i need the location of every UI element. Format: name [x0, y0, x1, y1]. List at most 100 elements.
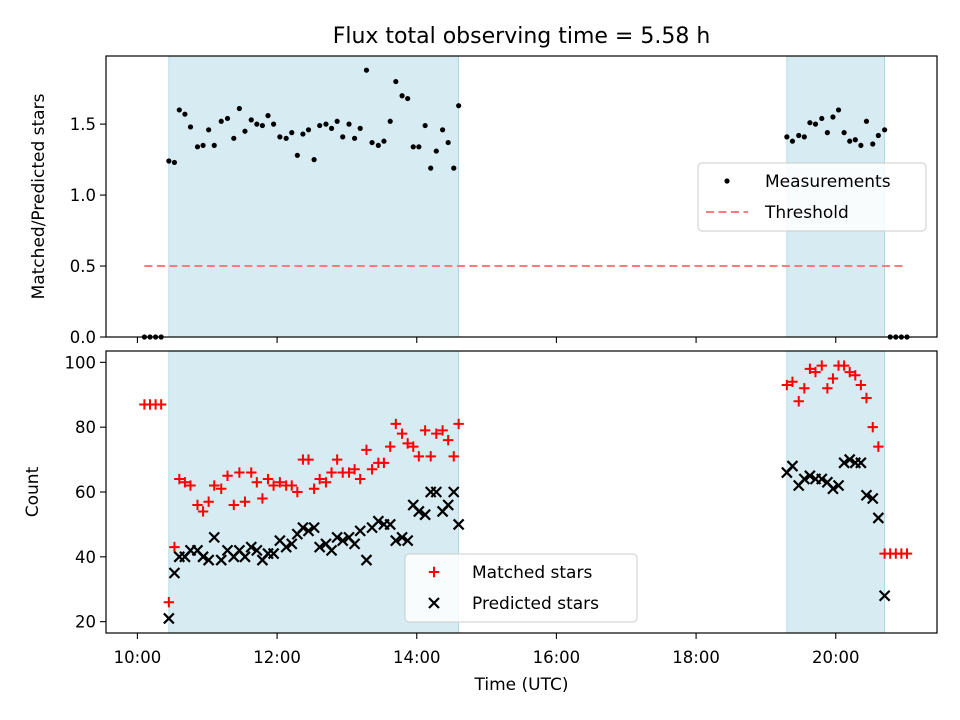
data-point	[348, 538, 361, 550]
data-point	[248, 117, 254, 123]
data-point	[294, 152, 300, 158]
data-point	[784, 134, 790, 140]
legend-box	[697, 162, 927, 232]
data-point	[816, 360, 827, 371]
data-point	[343, 467, 355, 478]
data-point	[242, 128, 248, 134]
data-point	[838, 457, 850, 469]
y-tick-label: 80	[75, 418, 96, 437]
data-point	[827, 373, 839, 384]
data-point	[268, 480, 279, 491]
data-point	[166, 158, 172, 164]
x-tick-label: 20:00	[812, 648, 860, 667]
data-point	[185, 480, 196, 491]
data-point	[174, 473, 185, 485]
y-tick-label: 1.0	[70, 186, 96, 205]
data-point	[206, 127, 212, 133]
top-legend: Measurements Threshold	[697, 162, 927, 232]
data-point	[280, 541, 292, 553]
data-point	[192, 499, 203, 511]
data-point	[209, 480, 220, 491]
data-point	[194, 144, 201, 150]
data-point	[835, 107, 842, 113]
data-point	[431, 428, 442, 439]
data-point	[838, 360, 850, 371]
data-point	[401, 534, 414, 547]
data-point	[357, 125, 363, 131]
data-point	[852, 137, 858, 143]
data-point	[303, 454, 314, 465]
x-axis-label: Time (UTC)	[474, 675, 569, 695]
data-point	[425, 451, 436, 462]
data-point	[381, 138, 387, 144]
data-point	[366, 464, 378, 475]
data-point	[163, 597, 175, 608]
data-point	[218, 118, 224, 124]
data-point	[804, 363, 816, 375]
data-point	[360, 554, 373, 566]
data-point	[308, 483, 320, 494]
data-point	[419, 425, 431, 436]
data-point	[872, 512, 885, 524]
data-point	[336, 534, 349, 547]
data-point	[827, 482, 839, 495]
data-point	[451, 165, 457, 171]
data-point	[819, 115, 825, 122]
y-tick-label: 0.5	[70, 257, 96, 276]
data-point	[810, 366, 821, 378]
data-point	[787, 376, 798, 387]
data-point	[798, 473, 811, 485]
data-point	[317, 122, 323, 129]
data-point	[847, 138, 853, 144]
data-point	[311, 157, 317, 163]
bottom-x-ticks: 10:00 12:00 14:00 16:00 18:00 20:00	[114, 633, 860, 667]
data-point	[349, 464, 360, 475]
data-point	[863, 118, 870, 124]
data-point	[168, 567, 181, 579]
top-y-ticks: 0.0 0.5 1.0 1.5	[70, 115, 106, 347]
legend-label: Matched stars	[472, 563, 592, 583]
data-point	[325, 544, 338, 557]
data-point	[262, 473, 274, 485]
data-point	[313, 541, 326, 553]
data-point	[305, 127, 312, 133]
data-point	[216, 483, 227, 494]
legend-handle	[428, 566, 440, 578]
legend-handle	[724, 178, 730, 184]
data-point	[202, 554, 215, 566]
data-point	[286, 480, 297, 491]
data-point	[354, 525, 366, 537]
data-point	[844, 366, 855, 378]
data-point	[873, 441, 884, 452]
data-point	[314, 473, 325, 485]
data-point	[231, 135, 237, 141]
data-point	[297, 521, 309, 534]
top-x-ticks	[136, 337, 837, 343]
data-point	[796, 132, 802, 139]
data-point	[308, 521, 320, 534]
data-point	[855, 379, 867, 391]
data-point	[396, 531, 408, 544]
data-point	[430, 486, 443, 498]
data-point	[452, 518, 465, 531]
data-point	[285, 538, 298, 550]
bottom-y-ticks: 20 40 60 80 100	[65, 353, 106, 632]
y-tick-label: 60	[75, 483, 96, 502]
data-point	[447, 486, 460, 498]
data-point	[375, 142, 381, 149]
data-point	[234, 467, 245, 478]
top-panel: 0.0 0.5 1.0 1.5 Matched/Predicted stars Mea…	[29, 55, 938, 347]
data-point	[390, 418, 402, 430]
top-y-axis-label: Matched/Predicted stars	[29, 93, 49, 299]
x-tick-label: 10:00	[114, 648, 162, 667]
top-plot-marks	[141, 67, 910, 340]
data-point	[274, 477, 286, 488]
data-point	[901, 548, 913, 559]
data-point	[289, 130, 295, 136]
data-point	[277, 134, 283, 140]
bottom-y-axis-label: Count	[23, 466, 43, 517]
data-point	[413, 505, 425, 518]
data-point	[861, 392, 872, 404]
data-point	[866, 492, 879, 505]
